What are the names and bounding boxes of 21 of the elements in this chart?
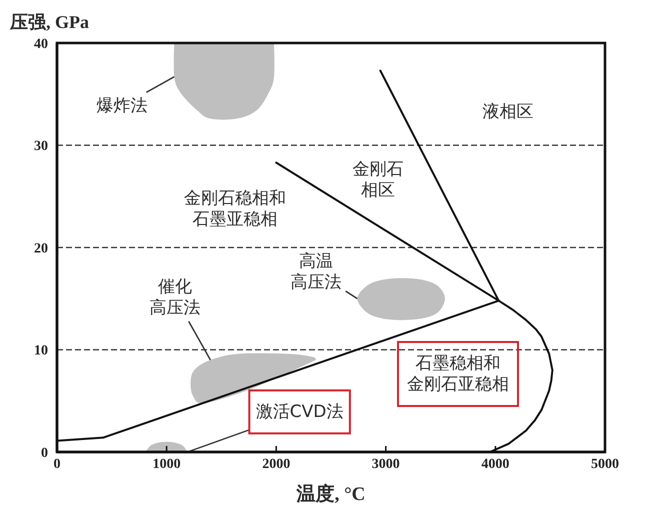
annotation: 石墨稳相和金刚石亚稳相	[407, 354, 509, 394]
x-tick-label: 1000	[152, 456, 181, 472]
series-label: 高温高压法	[290, 252, 342, 293]
x-tick-label: 2000	[262, 456, 290, 472]
annotation: 液相区	[482, 102, 534, 122]
y-tick-label: 20	[34, 241, 48, 256]
annotation: 金刚石相区	[352, 160, 404, 200]
y-tick-label: 30	[34, 139, 48, 154]
x-tick-label: 5000	[591, 456, 619, 472]
x-tick-label: 3000	[372, 456, 400, 472]
x-tick-label: 4000	[481, 456, 510, 472]
y-tick-label: 10	[34, 344, 48, 359]
y-tick-label: 40	[34, 36, 48, 52]
series-label: 爆炸法	[96, 96, 148, 116]
y-axis-title: 压强, GPa	[9, 12, 89, 32]
text: 激活CVD法	[256, 402, 344, 422]
annotation: 金刚石稳相和石墨亚稳相	[184, 188, 286, 230]
x-tick-label: 0	[54, 456, 60, 472]
x-axis-title: 温度, °C	[296, 483, 366, 505]
text: 催化高压法	[150, 276, 201, 318]
y-tick-label: 0	[41, 446, 48, 461]
